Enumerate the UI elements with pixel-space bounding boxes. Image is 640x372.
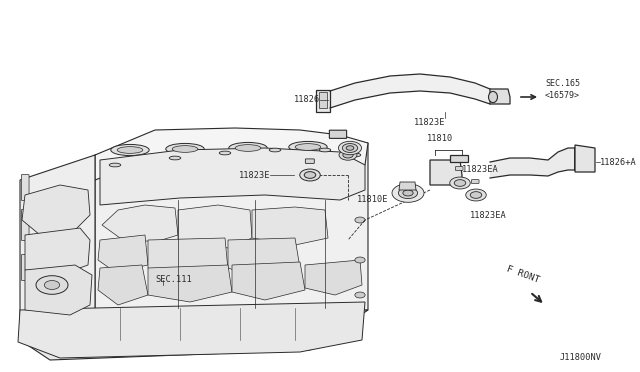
Polygon shape bbox=[305, 260, 362, 295]
Text: 11826: 11826 bbox=[294, 96, 320, 105]
FancyBboxPatch shape bbox=[471, 180, 479, 183]
Polygon shape bbox=[575, 145, 595, 172]
Polygon shape bbox=[148, 265, 232, 302]
Ellipse shape bbox=[319, 148, 331, 152]
Text: 11823EA: 11823EA bbox=[462, 166, 499, 174]
Polygon shape bbox=[100, 148, 365, 205]
FancyBboxPatch shape bbox=[330, 130, 347, 138]
FancyBboxPatch shape bbox=[21, 174, 29, 201]
Polygon shape bbox=[316, 90, 330, 112]
Circle shape bbox=[355, 292, 365, 298]
Circle shape bbox=[36, 276, 68, 294]
Polygon shape bbox=[490, 89, 510, 104]
Ellipse shape bbox=[229, 142, 268, 154]
Polygon shape bbox=[20, 155, 95, 340]
Polygon shape bbox=[252, 207, 328, 245]
Polygon shape bbox=[319, 92, 327, 108]
Ellipse shape bbox=[269, 148, 281, 152]
Ellipse shape bbox=[117, 147, 143, 153]
Polygon shape bbox=[20, 310, 368, 360]
Ellipse shape bbox=[349, 153, 361, 157]
Text: SEC.111: SEC.111 bbox=[155, 276, 192, 285]
Circle shape bbox=[343, 152, 353, 158]
Text: 11823EA: 11823EA bbox=[470, 211, 507, 219]
Polygon shape bbox=[148, 238, 228, 278]
FancyBboxPatch shape bbox=[21, 210, 29, 240]
Text: 11823E: 11823E bbox=[414, 118, 445, 127]
Circle shape bbox=[44, 280, 60, 289]
Circle shape bbox=[392, 184, 424, 202]
Circle shape bbox=[339, 141, 362, 155]
Circle shape bbox=[300, 169, 320, 181]
Ellipse shape bbox=[488, 92, 497, 103]
Polygon shape bbox=[232, 262, 305, 300]
Circle shape bbox=[398, 187, 418, 199]
Ellipse shape bbox=[169, 156, 180, 160]
Circle shape bbox=[450, 177, 470, 189]
Circle shape bbox=[346, 146, 354, 150]
Ellipse shape bbox=[220, 151, 231, 155]
Polygon shape bbox=[490, 148, 575, 178]
Ellipse shape bbox=[172, 146, 198, 153]
Circle shape bbox=[466, 189, 486, 201]
Polygon shape bbox=[98, 265, 148, 305]
Circle shape bbox=[304, 171, 316, 178]
Polygon shape bbox=[399, 182, 416, 190]
Polygon shape bbox=[25, 265, 92, 315]
Text: 11823E: 11823E bbox=[239, 170, 270, 180]
Polygon shape bbox=[430, 160, 462, 185]
Ellipse shape bbox=[289, 141, 327, 153]
Text: <16579>: <16579> bbox=[545, 91, 580, 100]
Polygon shape bbox=[450, 155, 468, 162]
Polygon shape bbox=[98, 235, 148, 272]
Ellipse shape bbox=[166, 144, 204, 155]
Polygon shape bbox=[95, 128, 368, 180]
Polygon shape bbox=[228, 238, 300, 278]
Circle shape bbox=[403, 190, 413, 196]
Circle shape bbox=[470, 192, 482, 198]
Polygon shape bbox=[22, 185, 90, 235]
FancyBboxPatch shape bbox=[456, 167, 463, 170]
Polygon shape bbox=[330, 74, 490, 108]
Text: 11810E: 11810E bbox=[356, 196, 388, 205]
FancyBboxPatch shape bbox=[21, 254, 29, 280]
Polygon shape bbox=[178, 205, 252, 248]
Polygon shape bbox=[102, 205, 178, 242]
Text: 11810: 11810 bbox=[427, 134, 453, 143]
Text: F RONT: F RONT bbox=[505, 265, 541, 285]
Circle shape bbox=[355, 217, 365, 223]
Ellipse shape bbox=[295, 144, 321, 150]
Text: 11826+A: 11826+A bbox=[600, 157, 637, 167]
Ellipse shape bbox=[111, 144, 149, 155]
Circle shape bbox=[454, 180, 466, 186]
Polygon shape bbox=[25, 228, 90, 275]
Ellipse shape bbox=[109, 163, 121, 167]
FancyBboxPatch shape bbox=[305, 159, 314, 163]
Circle shape bbox=[355, 257, 365, 263]
Text: SEC.165: SEC.165 bbox=[545, 79, 580, 88]
Polygon shape bbox=[18, 302, 365, 358]
Polygon shape bbox=[95, 143, 368, 320]
Text: J11800NV: J11800NV bbox=[560, 353, 602, 362]
Ellipse shape bbox=[236, 145, 261, 151]
Circle shape bbox=[339, 150, 357, 160]
Circle shape bbox=[342, 144, 358, 153]
